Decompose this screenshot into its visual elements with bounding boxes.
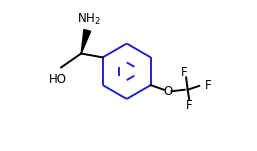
Polygon shape xyxy=(81,30,91,54)
Text: F: F xyxy=(205,79,211,92)
Text: F: F xyxy=(181,66,188,79)
Text: HO: HO xyxy=(49,73,67,86)
Text: F: F xyxy=(186,99,192,112)
Text: O: O xyxy=(163,85,172,98)
Text: NH$_2$: NH$_2$ xyxy=(77,11,101,27)
